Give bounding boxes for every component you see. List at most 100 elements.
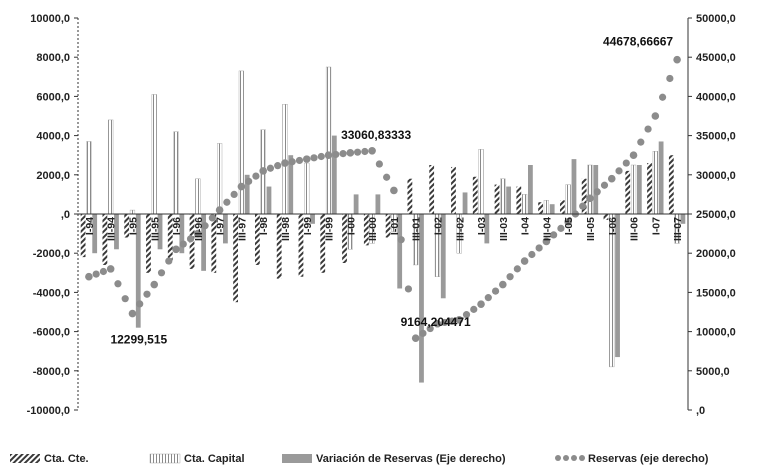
reserve-dot-interp-3-1 <box>136 300 144 308</box>
reserve-dot-interp-10-2 <box>295 156 304 165</box>
bar-vertical-4 <box>173 131 179 215</box>
category-label: I-96 <box>171 217 183 235</box>
bar-vertical-18 <box>478 149 484 215</box>
reserve-dot-17 <box>455 316 464 324</box>
reserve-dot-9 <box>281 159 289 167</box>
reserve-dot-interp-16-2 <box>426 324 434 333</box>
category-label: I-07 <box>650 217 662 235</box>
bar-solid-14 <box>397 214 403 289</box>
legend-swatch-solid <box>282 454 312 463</box>
left-tick-label: -8000,0 <box>33 366 70 378</box>
left-tick-label: ,0 <box>61 209 70 221</box>
right-tick-label: 25000,0 <box>696 209 736 221</box>
right-tick-label: 40000,0 <box>696 91 736 103</box>
reserve-dot-interp-5-2 <box>186 235 195 243</box>
reserve-dot-interp-22-2 <box>557 224 565 232</box>
right-tick-label: 5000,0 <box>696 366 730 378</box>
bar-solid-11 <box>331 135 337 214</box>
left-tick-label: 2000,0 <box>36 170 70 182</box>
reserve-dot-interp-14-1 <box>375 160 383 168</box>
bar-vertical-22 <box>565 184 571 215</box>
legend: Cta. Cte. Cta. Capital Variación de Reserv… <box>10 453 709 465</box>
category-label: I-00 <box>345 217 357 235</box>
bar-hatch-26 <box>647 163 652 214</box>
reserve-dot-interp-15-2 <box>404 285 413 293</box>
bar-vertical-0 <box>86 141 92 215</box>
bar-hatch-1 <box>102 214 108 265</box>
reserve-dot-interp-23-2 <box>579 202 587 210</box>
category-label: I-94 <box>84 217 96 235</box>
reserve-dot-interp-12-1 <box>332 150 340 159</box>
category-label: I-03 <box>476 217 488 235</box>
right-tick-label: 15000,0 <box>696 287 736 299</box>
reserve-dot-interp-7-2 <box>230 190 238 198</box>
bar-solid-13 <box>375 194 381 214</box>
bar-solid-17 <box>462 192 468 214</box>
reserve-dot-25 <box>629 151 638 159</box>
data-label: 12299,515 <box>110 333 167 347</box>
reserve-dot-21 <box>542 237 551 246</box>
category-label: III-00 <box>367 217 379 241</box>
legend-swatch-hatch <box>10 454 40 463</box>
bar-solid-6 <box>223 214 228 244</box>
reserve-dot-10 <box>302 155 311 163</box>
bar-vertical-7 <box>238 70 244 215</box>
reserve-dot-interp-27-2 <box>666 74 674 83</box>
reserve-dot-interp-26-1 <box>637 138 645 146</box>
reserve-dot-7 <box>237 182 246 191</box>
category-label: I-06 <box>607 217 619 235</box>
legend-swatch-dot <box>563 455 569 461</box>
bar-solid-25 <box>636 165 642 214</box>
bar-solid-2 <box>135 214 141 328</box>
reserve-dot-interp-12-2 <box>339 150 347 158</box>
bar-solid-26 <box>658 141 664 214</box>
category-label: III-05 <box>585 217 597 241</box>
bar-solid-15 <box>419 214 424 383</box>
category-label: III-04 <box>541 217 553 241</box>
reserve-dot-interp-7-1 <box>223 198 231 206</box>
reserve-dot-interp-24-1 <box>593 188 601 196</box>
bar-hatch-18 <box>472 176 478 214</box>
reserve-dot-interp-13-1 <box>353 148 362 156</box>
bar-vertical-1 <box>108 119 114 215</box>
legend-label: Cta. Capital <box>184 453 245 465</box>
bar-hatch-14 <box>385 214 391 238</box>
bar-hatch-4 <box>167 214 173 263</box>
bar-hatch-17 <box>451 166 456 214</box>
category-label: I-95 <box>127 217 139 235</box>
right-tick-label: 10000,0 <box>696 327 736 339</box>
reserve-dot-interp-20-1 <box>506 273 514 281</box>
bar-solid-5 <box>201 214 207 271</box>
category-label: III-07 <box>672 217 684 241</box>
reserve-dot-23 <box>586 194 594 203</box>
legend-label: Cta. Cte. <box>44 453 89 465</box>
category-label: III-02 <box>454 217 466 241</box>
bar-hatch-6 <box>211 214 217 273</box>
bar-hatch-13 <box>363 214 369 246</box>
bar-solid-18 <box>484 214 490 244</box>
left-tick-label: -4000,0 <box>33 287 70 299</box>
category-label: III-99 <box>324 217 336 241</box>
bar-solid-19 <box>506 186 512 214</box>
left-tick-label: -6000,0 <box>33 327 70 339</box>
category-label: III-96 <box>193 217 205 241</box>
bar-vertical-11 <box>325 66 332 215</box>
right-tick-label: 30000,0 <box>696 170 736 182</box>
bar-solid-9 <box>288 155 294 214</box>
axes: 10000,0 8000,0 6000,0 4000,0 2000,0 ,0 -2000,0… <box>27 13 736 417</box>
reserve-dot-interp-18-1 <box>462 311 471 319</box>
category-label: III-94 <box>106 217 118 241</box>
bar-vertical-5 <box>195 178 201 215</box>
reserve-dot-4 <box>172 245 180 254</box>
bar-hatch-24 <box>603 214 609 220</box>
bar-solid-24 <box>615 214 620 358</box>
reserve-dot-19 <box>499 280 507 289</box>
bar-hatch-3 <box>146 214 151 273</box>
plot-area <box>80 55 686 383</box>
legend-swatch-dot <box>579 455 585 461</box>
bar-hatch-0 <box>80 214 86 258</box>
bar-hatch-8 <box>254 214 260 265</box>
bar-hatch-23 <box>581 178 587 214</box>
reserve-dot-interp-18-2 <box>470 305 478 313</box>
